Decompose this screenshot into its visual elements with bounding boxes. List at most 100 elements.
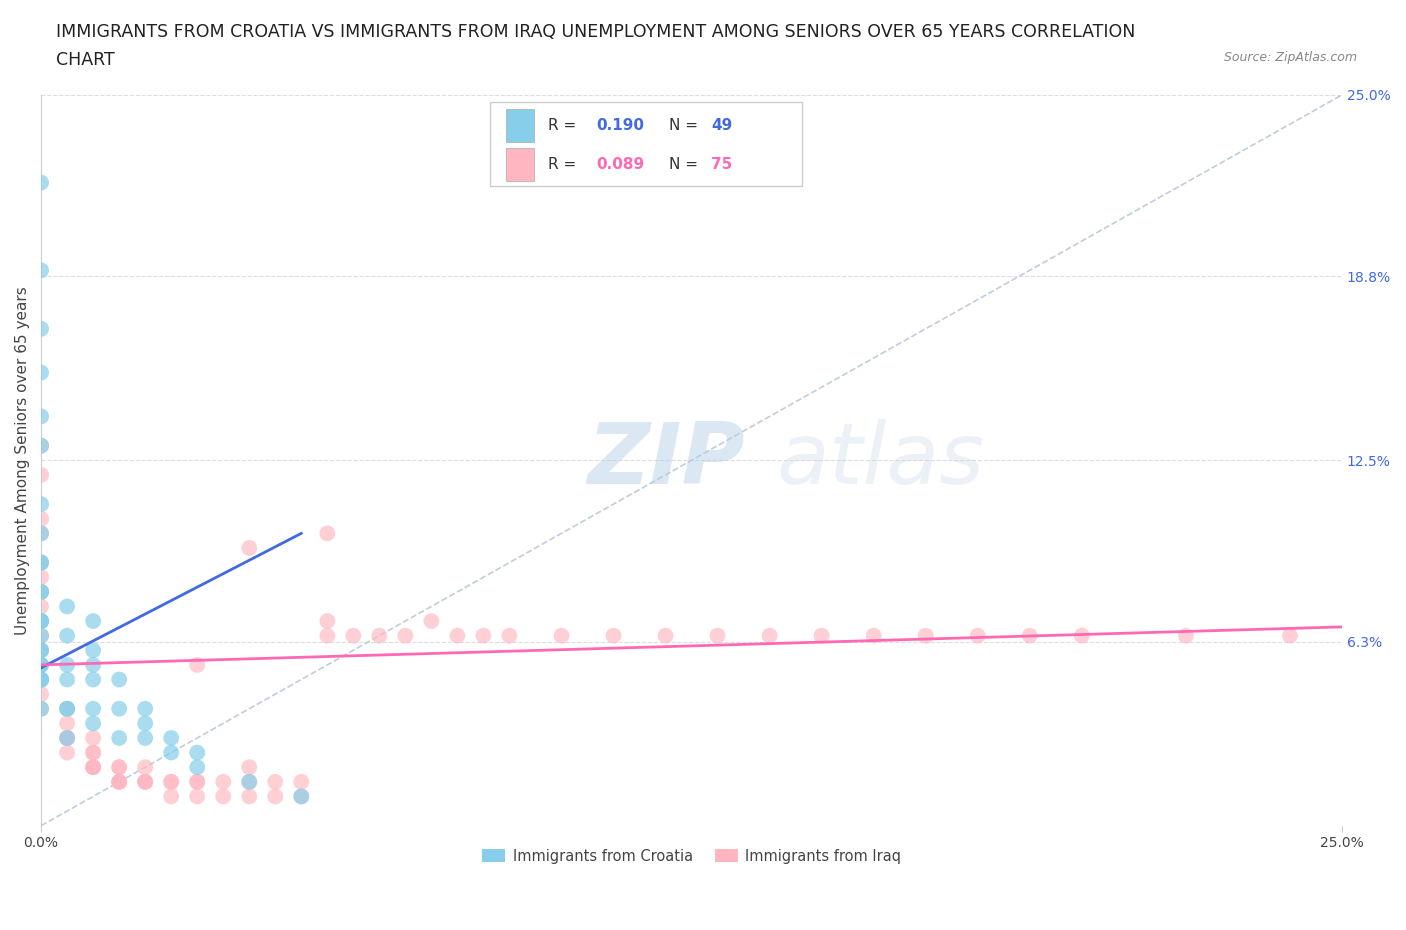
Point	[30, 526, 52, 541]
Point	[108, 775, 131, 790]
Point	[134, 760, 156, 775]
Point	[498, 629, 520, 644]
Point	[550, 629, 572, 644]
Point	[30, 643, 52, 658]
Point	[82, 760, 104, 775]
Point	[30, 599, 52, 614]
Point	[108, 701, 131, 716]
Point	[56, 731, 79, 746]
Point	[56, 731, 79, 746]
Point	[56, 599, 79, 614]
Point	[82, 672, 104, 687]
Point	[316, 629, 339, 644]
Point	[30, 672, 52, 687]
Point	[30, 555, 52, 570]
Point	[30, 409, 52, 424]
Point	[264, 775, 287, 790]
Point	[30, 643, 52, 658]
Point	[30, 658, 52, 672]
Point	[1278, 629, 1301, 644]
Point	[30, 555, 52, 570]
Bar	[506, 110, 534, 142]
Point	[654, 629, 676, 644]
Point	[30, 175, 52, 190]
Point	[602, 629, 624, 644]
Point	[108, 672, 131, 687]
Point	[30, 263, 52, 278]
Point	[30, 468, 52, 483]
Point	[108, 760, 131, 775]
Point	[82, 716, 104, 731]
Point	[316, 614, 339, 629]
Point	[420, 614, 443, 629]
Point	[394, 629, 416, 644]
Point	[82, 658, 104, 672]
Point	[30, 701, 52, 716]
Point	[290, 789, 312, 804]
Point	[30, 497, 52, 512]
Point	[30, 584, 52, 599]
Text: R =: R =	[548, 118, 582, 133]
Point	[82, 731, 104, 746]
Point	[134, 775, 156, 790]
Point	[82, 760, 104, 775]
Text: CHART: CHART	[56, 51, 115, 69]
Point	[914, 629, 936, 644]
Point	[186, 775, 208, 790]
Point	[30, 321, 52, 336]
Point	[186, 760, 208, 775]
Point	[134, 716, 156, 731]
Point	[56, 716, 79, 731]
Point	[30, 672, 52, 687]
Point	[30, 686, 52, 701]
Y-axis label: Unemployment Among Seniors over 65 years: Unemployment Among Seniors over 65 years	[15, 286, 30, 634]
Point	[186, 775, 208, 790]
Point	[758, 629, 780, 644]
Point	[108, 760, 131, 775]
Point	[82, 643, 104, 658]
Point	[56, 745, 79, 760]
Point	[82, 614, 104, 629]
Text: R =: R =	[548, 157, 582, 172]
Point	[238, 760, 260, 775]
Point	[134, 775, 156, 790]
Point	[82, 760, 104, 775]
Point	[30, 512, 52, 526]
Point	[160, 789, 183, 804]
Text: ZIP: ZIP	[588, 418, 745, 502]
Text: Source: ZipAtlas.com: Source: ZipAtlas.com	[1223, 51, 1357, 64]
Point	[316, 526, 339, 541]
Point	[30, 584, 52, 599]
Point	[342, 629, 364, 644]
Text: 0.190: 0.190	[596, 118, 644, 133]
Point	[30, 672, 52, 687]
Point	[56, 701, 79, 716]
Point	[82, 745, 104, 760]
Point	[56, 672, 79, 687]
Point	[30, 526, 52, 541]
Point	[56, 629, 79, 644]
Point	[108, 775, 131, 790]
Point	[160, 731, 183, 746]
Text: N =: N =	[669, 118, 703, 133]
Point	[238, 540, 260, 555]
Point	[82, 745, 104, 760]
Point	[56, 658, 79, 672]
Point	[160, 745, 183, 760]
Text: IMMIGRANTS FROM CROATIA VS IMMIGRANTS FROM IRAQ UNEMPLOYMENT AMONG SENIORS OVER : IMMIGRANTS FROM CROATIA VS IMMIGRANTS FR…	[56, 23, 1136, 41]
Point	[446, 629, 468, 644]
Point	[30, 614, 52, 629]
Point	[238, 789, 260, 804]
Point	[368, 629, 391, 644]
Point	[264, 789, 287, 804]
Text: atlas: atlas	[776, 418, 984, 502]
Point	[212, 789, 235, 804]
Bar	[506, 148, 534, 180]
Point	[108, 731, 131, 746]
Point	[30, 584, 52, 599]
Point	[1174, 629, 1197, 644]
Point	[238, 775, 260, 790]
Point	[1018, 629, 1040, 644]
Point	[30, 365, 52, 380]
Point	[1070, 629, 1092, 644]
